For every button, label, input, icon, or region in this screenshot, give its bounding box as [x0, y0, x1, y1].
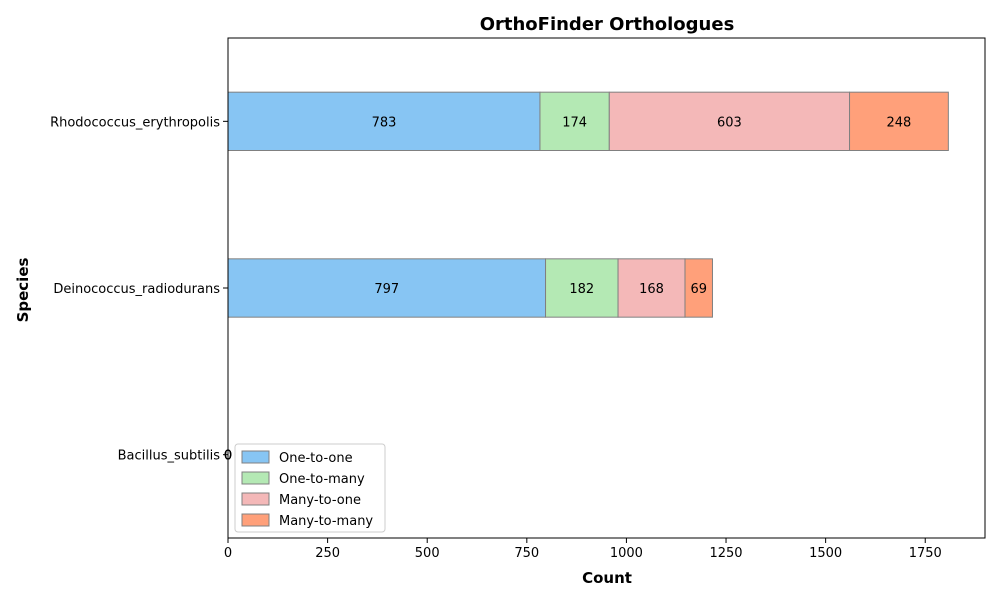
data-label: 783: [372, 115, 397, 130]
legend: One-to-one One-to-many Many-to-one Many-to-…: [234, 443, 386, 533]
y-axis-label: Species: [14, 258, 32, 323]
y-tick-label: Deinococcus_radiodurans: [53, 282, 220, 297]
bar-segment: [539, 91, 610, 151]
x-tick-label: 0: [224, 546, 232, 561]
legend-swatch: [241, 471, 270, 485]
bar-segment: [849, 91, 949, 151]
bar-segment: [684, 258, 713, 318]
data-label: 248: [887, 115, 912, 130]
chart-title: OrthoFinder Orthologues: [480, 14, 735, 35]
x-axis-label: Count: [582, 569, 632, 587]
data-label: 69: [690, 282, 707, 297]
data-label: 603: [717, 115, 742, 130]
x-tick-label: 250: [315, 546, 340, 561]
x-tick-label: 1250: [709, 546, 742, 561]
data-label: 797: [374, 282, 399, 297]
data-label: 168: [639, 282, 664, 297]
x-tick-label: 500: [415, 546, 440, 561]
data-label: 174: [562, 115, 587, 130]
legend-label: Many-to-many: [279, 514, 373, 529]
x-tick-label: 1750: [909, 546, 942, 561]
bar-segment: [227, 258, 547, 318]
legend-swatch: [241, 513, 270, 527]
y-tick-label: Bacillus_subtilis: [118, 449, 221, 464]
bar-segment: [608, 91, 851, 151]
plot-area: 0 250 500 750 1000 1250 1500 1750 Bacillus_subti…: [50, 91, 949, 561]
legend-label: One-to-one: [279, 451, 353, 466]
legend-label: One-to-many: [279, 472, 365, 487]
x-tick-label: 750: [514, 546, 539, 561]
x-tick-label: 1000: [610, 546, 643, 561]
x-tick-label: 1500: [809, 546, 842, 561]
plot-frame: [227, 37, 986, 539]
legend-label: Many-to-one: [279, 493, 361, 508]
y-tick-label: Rhodococcus_erythropolis: [50, 115, 220, 130]
data-label: 182: [569, 282, 594, 297]
bar-segment: [227, 91, 541, 151]
legend-swatch: [241, 450, 270, 464]
legend-box: [234, 443, 386, 533]
legend-swatch: [241, 492, 270, 506]
